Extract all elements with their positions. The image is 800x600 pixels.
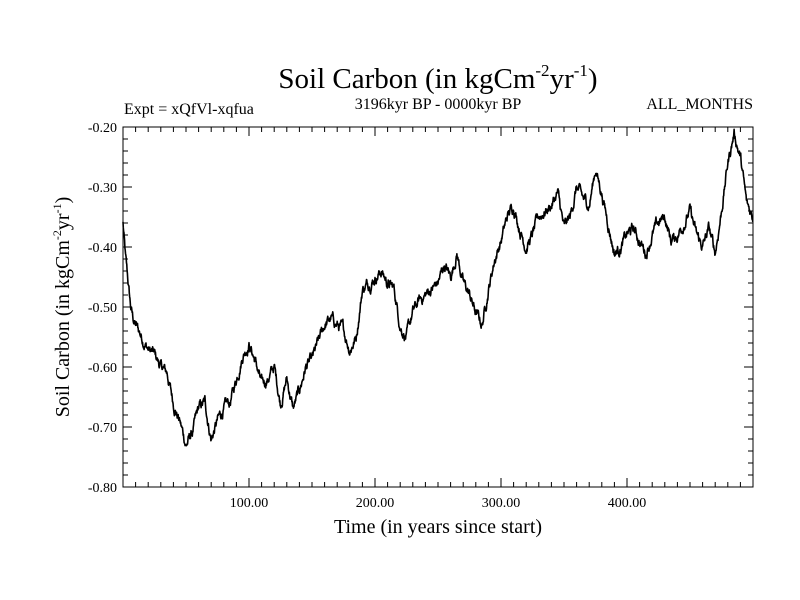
x-axis-ticks: 100.00 200.00 300.00 400.00 [135, 127, 741, 511]
x-tick-label: 100.00 [230, 496, 269, 511]
y-tick-label: -0.40 [88, 241, 117, 256]
y-tick-label: -0.80 [88, 481, 117, 496]
x-tick-label: 200.00 [356, 496, 395, 511]
y-tick-label: -0.30 [88, 181, 117, 196]
ylabel-sup2: -1 [50, 203, 64, 213]
months-label: ALL_MONTHS [646, 96, 753, 113]
series-line [122, 128, 754, 447]
y-axis-label: Soil Carbon (in kgCm-2yr-1) [50, 197, 74, 418]
title-sup1: -2 [535, 61, 549, 80]
x-tick-label: 300.00 [482, 496, 521, 511]
y-axis-ticks: -0.20 -0.30 -0.40 -0.50 -0.60 -0.70 -0.80 [88, 121, 753, 496]
series-layer [122, 128, 754, 447]
y-tick-label: -0.50 [88, 301, 117, 316]
title-mid: yr [550, 63, 575, 95]
title-sup2: -1 [574, 61, 588, 80]
plot-frame [122, 126, 754, 488]
y-tick-label: -0.20 [88, 121, 117, 136]
x-axis-label: Time (in years since start) [334, 516, 542, 538]
x-tick-label: 400.00 [608, 496, 647, 511]
title-main: Soil Carbon (in kgCm [278, 63, 535, 95]
experiment-label: Expt = xQfVl-xqfua [124, 101, 254, 118]
y-tick-label: -0.60 [88, 361, 117, 376]
chart-title: Soil Carbon (in kgCm-2yr-1) [278, 61, 597, 95]
time-range-label: 3196kyr BP - 0000kyr BP [355, 96, 522, 113]
title-end: ) [588, 63, 598, 95]
ylabel-end: ) [52, 197, 74, 204]
ylabel-sup1: -2 [50, 230, 64, 240]
y-tick-label: -0.70 [88, 421, 117, 436]
ylabel-mid: yr [52, 213, 74, 230]
ylabel-main: Soil Carbon (in kgCm [52, 240, 74, 418]
